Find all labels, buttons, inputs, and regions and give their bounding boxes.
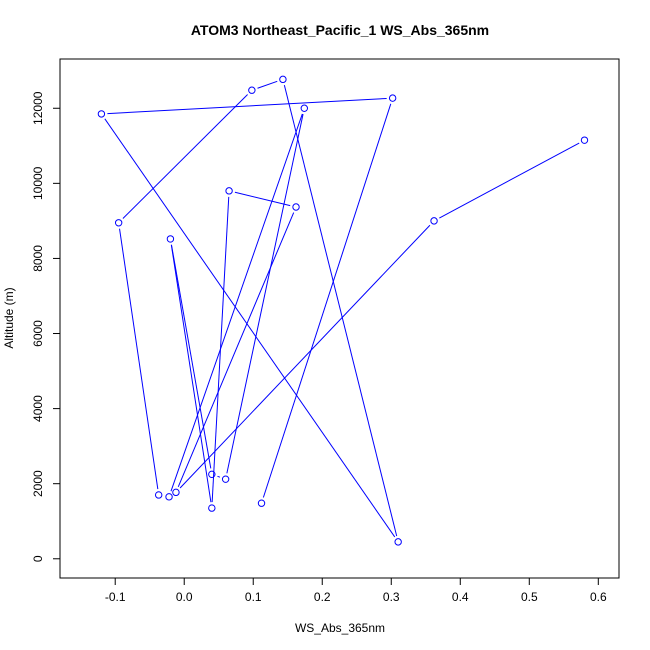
series-segment (257, 80, 278, 89)
data-point (166, 235, 175, 243)
y-tick-label: 0 (31, 555, 45, 562)
y-tick-label: 4000 (31, 395, 45, 422)
series-segment (262, 103, 392, 498)
data-point (154, 491, 163, 499)
x-axis: -0.1 0.0 0.1 0.2 0.3 0.4 0.5 0.6 (105, 577, 607, 604)
series-segment (104, 118, 396, 538)
data-point (430, 217, 438, 225)
y-axis: 0 2000 4000 6000 8000 10000 12000 (31, 91, 61, 562)
x-axis-label: WS_Abs_365nm (295, 621, 385, 635)
data-point (208, 504, 216, 512)
data-point (257, 499, 266, 507)
y-tick-label: 10000 (31, 166, 45, 200)
data-point (172, 488, 180, 497)
y-axis-label: Altitude (m) (2, 287, 16, 348)
data-point (248, 86, 256, 94)
x-tick-label: -0.1 (105, 590, 126, 604)
data-point (165, 493, 173, 501)
series-segment (177, 212, 295, 487)
data-point (292, 203, 300, 211)
series-segment (439, 142, 580, 219)
data-point (300, 104, 309, 112)
series-segment (179, 224, 431, 489)
y-tick-label: 8000 (31, 245, 45, 272)
data-point (114, 219, 123, 227)
series-segment (119, 228, 159, 490)
data-point (388, 94, 397, 102)
data-point (225, 187, 233, 195)
data-point (208, 470, 216, 479)
series-segment (107, 97, 387, 115)
series-segment (226, 114, 304, 474)
chart-title: ATOM3 Northeast_Pacific_1 WS_Abs_365nm (191, 22, 489, 38)
series-segment (217, 475, 221, 478)
series-segment (234, 191, 291, 207)
y-tick-label: 2000 (31, 470, 45, 497)
series-points (97, 75, 589, 546)
x-tick-label: 0.4 (452, 590, 469, 604)
data-point (97, 110, 106, 118)
y-tick-label: 6000 (31, 320, 45, 347)
x-tick-label: 0.6 (590, 590, 607, 604)
plot-frame (59, 58, 620, 579)
series-segment (122, 94, 248, 219)
data-point (221, 475, 230, 483)
x-tick-label: 0.5 (521, 590, 538, 604)
data-point (580, 136, 589, 144)
x-tick-label: 0.0 (176, 590, 193, 604)
series-segment (170, 244, 212, 469)
x-tick-label: 0.2 (314, 590, 331, 604)
series-segment (170, 244, 212, 503)
x-tick-label: 0.1 (245, 590, 262, 604)
y-tick-label: 12000 (31, 91, 45, 125)
data-point (394, 538, 402, 546)
data-point (279, 75, 287, 84)
series-lines (104, 80, 580, 538)
series-segment (283, 85, 398, 537)
x-tick-label: 0.3 (383, 590, 400, 604)
series-segment (170, 113, 303, 492)
